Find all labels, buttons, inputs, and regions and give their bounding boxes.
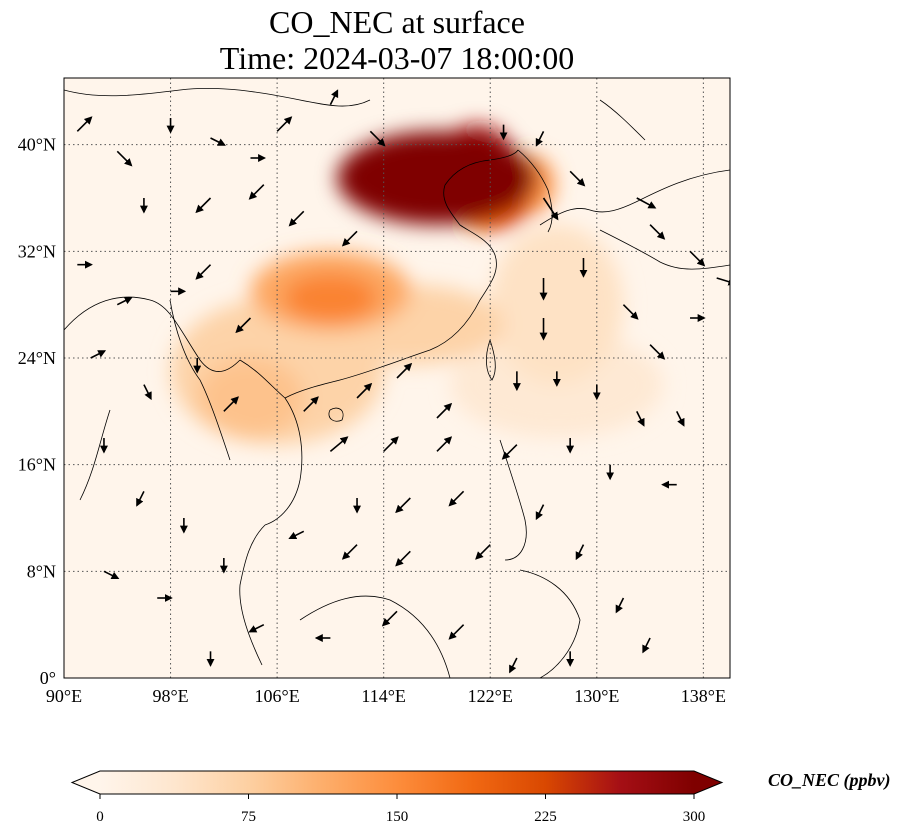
- wind-arrow: [195, 264, 212, 280]
- lat-tick-label: 24°N: [18, 348, 56, 368]
- wind-arrow: [329, 436, 349, 452]
- colorbar-tick-label: 75: [241, 809, 256, 825]
- lon-tick-label: 130°E: [574, 686, 619, 706]
- wind-arrow: [195, 197, 212, 214]
- lon-tick-label: 114°E: [361, 686, 406, 706]
- wind-arrow: [116, 150, 133, 167]
- gridlines: [64, 78, 730, 678]
- map-title: CO_NEC at surface: [269, 4, 525, 40]
- colorbar: 0 75 150 225 300: [70, 770, 724, 825]
- lon-tick-label: 98°E: [152, 686, 188, 706]
- colorbar-min-extension: [72, 771, 100, 794]
- lon-tick-label: 138°E: [681, 686, 726, 706]
- wind-arrow: [615, 597, 625, 614]
- colorbar-gradient: [100, 771, 694, 794]
- wind-arrow: [248, 184, 265, 200]
- wind-arrow: [649, 344, 666, 360]
- concentration-patch: [363, 151, 484, 218]
- wind-arrow: [509, 657, 518, 674]
- wind-arrow: [136, 490, 145, 507]
- wind-arrow: [383, 436, 399, 452]
- wind-arrow: [716, 277, 730, 286]
- lat-tick-label: 32°N: [18, 241, 56, 261]
- wind-arrow: [395, 497, 411, 514]
- lat-tick-label: 40°N: [18, 135, 56, 155]
- wind-arrow: [436, 436, 453, 452]
- lat-tick-label: 8°N: [27, 561, 56, 581]
- colorbar-tick-label: 225: [534, 809, 557, 825]
- wind-arrow: [341, 544, 358, 560]
- wind-arrow: [90, 350, 107, 359]
- wind-arrow: [356, 382, 373, 399]
- wind-arrow: [303, 396, 319, 412]
- concentration-patch: [283, 274, 378, 322]
- wind-arrow: [329, 89, 339, 106]
- wind-arrow: [210, 137, 226, 146]
- wind-arrow: [642, 637, 651, 654]
- wind-arrow: [288, 210, 305, 227]
- wind-arrow: [341, 230, 358, 247]
- map-frame: [63, 77, 731, 679]
- colorbar-label: CO_NEC (ppbv): [768, 770, 891, 790]
- map-axes: 90°E 98°E 106°E 114°E 122°E 130°E 138°E 0° 8°N 16…: [18, 135, 726, 706]
- wind-arrow: [501, 444, 518, 460]
- wind-vectors: [76, 89, 730, 674]
- wind-arrow: [448, 490, 465, 507]
- wind-arrow: [381, 610, 398, 627]
- wind-arrow: [569, 170, 586, 187]
- wind-arrow: [676, 410, 685, 427]
- wind-arrow: [448, 624, 465, 640]
- colorbar-max-extension: [694, 771, 722, 794]
- map-time-subtitle: Time: 2024-03-07 18:00:00: [219, 40, 575, 76]
- coastlines: [64, 87, 730, 678]
- wind-arrow: [535, 504, 545, 521]
- wind-arrow: [535, 130, 545, 147]
- wind-arrow: [575, 544, 585, 561]
- wind-arrow: [542, 197, 559, 221]
- wind-arrow: [369, 130, 386, 147]
- wind-arrow: [396, 362, 413, 379]
- lat-tick-label: 0°: [40, 668, 56, 688]
- wind-arrow: [636, 197, 657, 209]
- lon-tick-label: 90°E: [46, 686, 82, 706]
- concentration-field: [170, 124, 664, 445]
- wind-arrow: [276, 116, 293, 132]
- concentration-patch: [490, 224, 624, 385]
- wind-arrow: [689, 250, 706, 267]
- lon-tick-label: 122°E: [468, 686, 513, 706]
- colorbar-tick-label: 300: [683, 809, 706, 825]
- wind-arrow: [636, 410, 645, 427]
- wind-arrow: [223, 396, 239, 412]
- lon-tick-label: 106°E: [255, 686, 300, 706]
- wind-arrow: [116, 296, 133, 306]
- colorbar-tick-label: 0: [96, 809, 104, 825]
- wind-arrow: [649, 224, 666, 240]
- wind-arrow: [436, 402, 453, 419]
- wind-arrow: [143, 384, 152, 401]
- concentration-patch: [197, 358, 304, 438]
- wind-arrow: [103, 570, 120, 580]
- wind-arrow: [248, 623, 265, 633]
- wind-arrow: [475, 544, 491, 560]
- wind-arrow: [622, 304, 639, 320]
- wind-arrow: [288, 530, 305, 540]
- wind-arrow: [395, 550, 411, 567]
- wind-arrow: [76, 116, 93, 132]
- wind-arrow: [235, 317, 252, 334]
- lat-tick-label: 16°N: [18, 455, 56, 475]
- colorbar-tick-label: 150: [386, 809, 409, 825]
